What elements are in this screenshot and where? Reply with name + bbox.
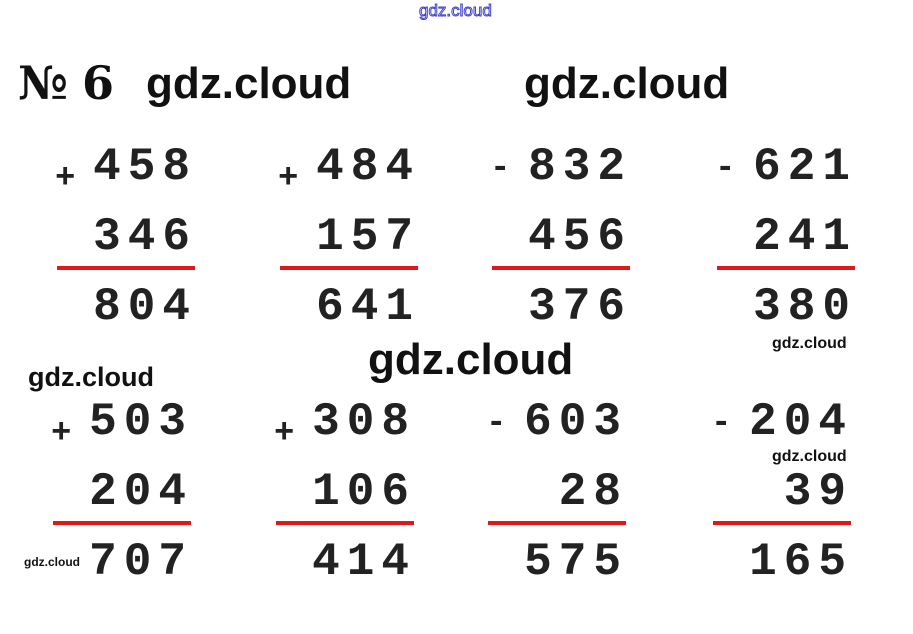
result: 575 bbox=[524, 536, 628, 588]
operator-sign: + bbox=[274, 415, 295, 453]
result: 641 bbox=[316, 281, 420, 333]
column-arithmetic-problem: -204 39 165 bbox=[711, 397, 891, 587]
watermark: gdz.cloud bbox=[28, 362, 154, 392]
result-underline bbox=[713, 521, 851, 525]
first-operand: 832 bbox=[528, 141, 632, 193]
second-operand: 157 bbox=[316, 211, 420, 263]
first-operand: 621 bbox=[753, 141, 857, 193]
operator-sign: - bbox=[715, 150, 736, 188]
result-underline bbox=[488, 521, 626, 525]
column-arithmetic-problem: -832 456 376 bbox=[490, 142, 670, 332]
result-underline bbox=[53, 521, 191, 525]
column-arithmetic-problem: +503 204 707 bbox=[51, 397, 231, 587]
operator-sign: - bbox=[711, 405, 732, 443]
watermark: gdz.cloud bbox=[24, 555, 80, 569]
second-operand: 456 bbox=[528, 211, 632, 263]
first-operand: 458 bbox=[93, 141, 197, 193]
second-operand: 204 bbox=[89, 466, 193, 518]
second-operand: 106 bbox=[312, 466, 416, 518]
result: 165 bbox=[749, 536, 853, 588]
result: 380 bbox=[753, 281, 857, 333]
watermark: gdz.cloud bbox=[146, 59, 352, 108]
result: 707 bbox=[89, 536, 193, 588]
operator-sign: - bbox=[490, 150, 511, 188]
result-underline bbox=[280, 266, 418, 270]
watermark: gdz.cloud bbox=[772, 335, 847, 352]
column-arithmetic-problem: -603 28 575 bbox=[486, 397, 666, 587]
first-operand: 204 bbox=[749, 396, 853, 448]
watermark: gdz.cloud bbox=[368, 335, 574, 384]
second-operand: 39 bbox=[783, 466, 853, 518]
result-underline bbox=[276, 521, 414, 525]
watermark: gdz.cloud bbox=[419, 1, 493, 20]
result-underline bbox=[717, 266, 855, 270]
result: 376 bbox=[528, 281, 632, 333]
watermark: gdz.cloud bbox=[772, 448, 847, 465]
operator-sign: + bbox=[51, 415, 72, 453]
column-arithmetic-problem: +308 106 414 bbox=[274, 397, 454, 587]
result-underline bbox=[492, 266, 630, 270]
operator-sign: - bbox=[486, 405, 507, 443]
first-operand: 308 bbox=[312, 396, 416, 448]
first-operand: 484 bbox=[316, 141, 420, 193]
second-operand: 346 bbox=[93, 211, 197, 263]
column-arithmetic-problem: -621 241 380 bbox=[715, 142, 895, 332]
column-arithmetic-problem: +458 346 804 bbox=[55, 142, 235, 332]
operator-sign: + bbox=[55, 160, 76, 198]
second-operand: 241 bbox=[753, 211, 857, 263]
second-operand: 28 bbox=[558, 466, 628, 518]
first-operand: 503 bbox=[89, 396, 193, 448]
result-underline bbox=[57, 266, 195, 270]
result: 804 bbox=[93, 281, 197, 333]
watermark: gdz.cloud bbox=[524, 59, 730, 108]
column-arithmetic-problem: +484 157 641 bbox=[278, 142, 458, 332]
operator-sign: + bbox=[278, 160, 299, 198]
exercise-number: № 6 bbox=[18, 56, 114, 110]
first-operand: 603 bbox=[524, 396, 628, 448]
result: 414 bbox=[312, 536, 416, 588]
